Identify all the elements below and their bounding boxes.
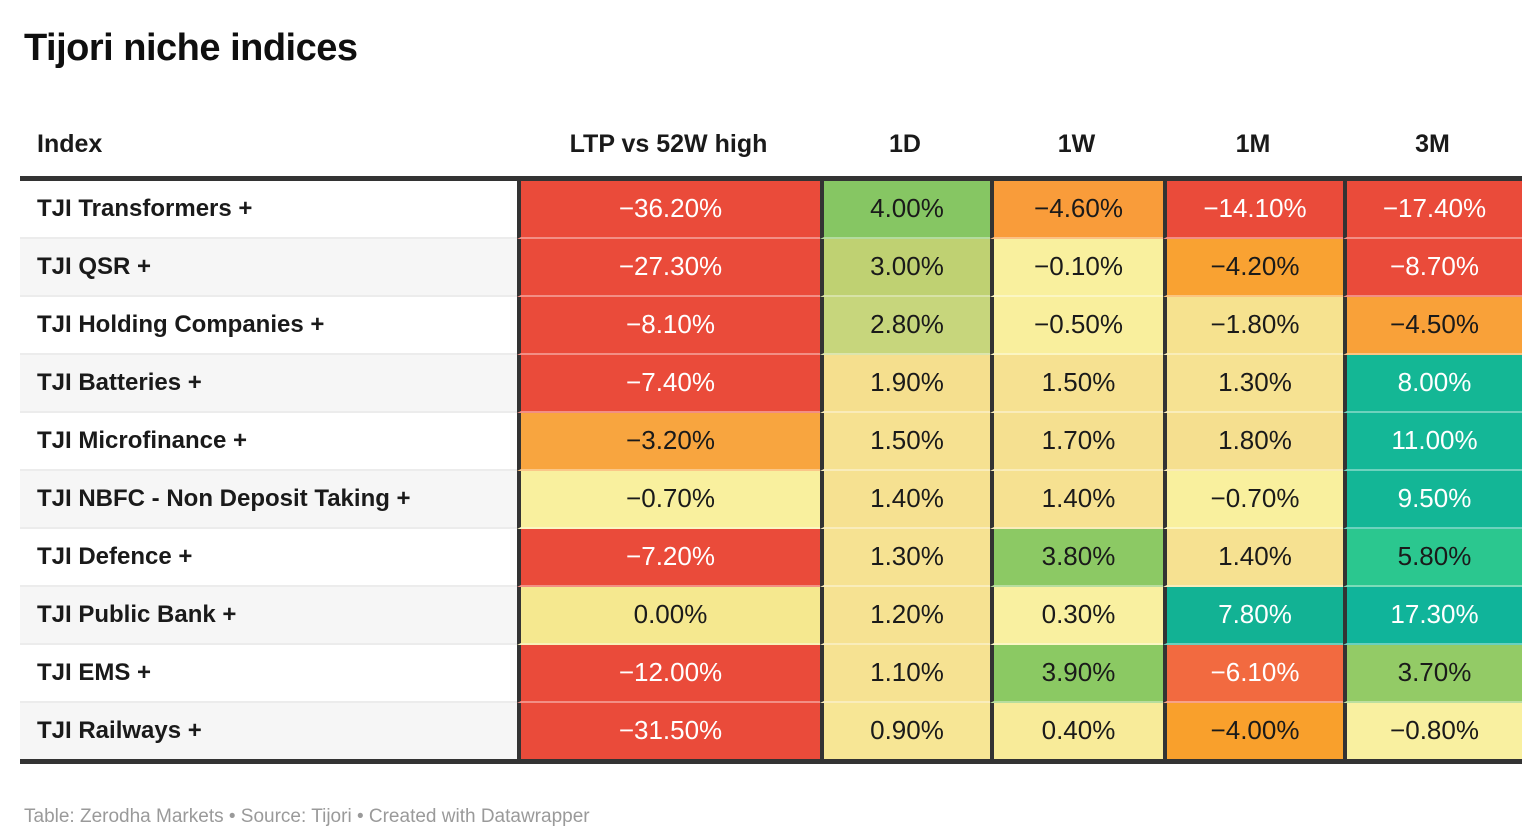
value-cell: −27.30%	[517, 238, 820, 297]
table-row: TJI Public Bank +0.00% 1.20% 0.30% 7.80% 17.…	[20, 586, 1522, 645]
value-cell: 0.40%	[990, 702, 1163, 764]
value-cell: 11.00%	[1343, 412, 1522, 471]
table-row: TJI Defence + −7.20% 1.30% 3.80% 1.40% 5.80%	[20, 528, 1522, 587]
value-cell: −0.50%	[990, 296, 1163, 355]
value-cell: 1.30%	[820, 528, 990, 587]
index-name-cell: TJI Microfinance +	[20, 412, 517, 471]
value-cell: −36.20%	[517, 180, 820, 239]
value-cell: 3.80%	[990, 528, 1163, 587]
table-row: TJI Transformers + −36.20% 4.00% −4.60% −14.…	[20, 180, 1522, 239]
value-cell: −12.00%	[517, 644, 820, 703]
value-cell: 1.90%	[820, 354, 990, 413]
value-cell: −7.20%	[517, 528, 820, 587]
value-cell: 3.00%	[820, 238, 990, 297]
value-cell: 17.30%	[1343, 586, 1522, 645]
value-cell: −8.70%	[1343, 238, 1522, 297]
value-cell: 1.10%	[820, 644, 990, 703]
value-cell: 3.90%	[990, 644, 1163, 703]
value-cell: 1.20%	[820, 586, 990, 645]
value-cell: −8.10%	[517, 296, 820, 355]
value-cell: 1.70%	[990, 412, 1163, 471]
table-row: TJI NBFC - Non Deposit Taking + −0.70% 1.4…	[20, 470, 1522, 529]
value-cell: 1.40%	[1163, 528, 1343, 587]
column-header-index: Index	[20, 114, 517, 181]
value-cell: −0.80%	[1343, 702, 1522, 764]
value-cell: 0.00%	[517, 586, 820, 645]
column-header-1m: 1M	[1163, 114, 1343, 181]
column-header-ltp-vs-52w-high: LTP vs 52W high	[517, 114, 820, 181]
value-cell: −0.10%	[990, 238, 1163, 297]
table-row: TJI EMS + −12.00% 1.10% 3.90% −6.10% 3.70%	[20, 644, 1522, 703]
index-name-cell: TJI EMS +	[20, 644, 517, 703]
table-row: TJI Railways + −31.50% 0.90% 0.40% −4.00% −0.…	[20, 702, 1522, 764]
value-cell: 1.50%	[990, 354, 1163, 413]
value-cell: −3.20%	[517, 412, 820, 471]
value-cell: −31.50%	[517, 702, 820, 764]
index-name-cell: TJI Transformers +	[20, 180, 517, 239]
value-cell: 4.00%	[820, 180, 990, 239]
value-cell: −0.70%	[517, 470, 820, 529]
value-cell: −6.10%	[1163, 644, 1343, 703]
value-cell: −0.70%	[1163, 470, 1343, 529]
value-cell: −7.40%	[517, 354, 820, 413]
index-name-cell: TJI Batteries +	[20, 354, 517, 413]
value-cell: 8.00%	[1343, 354, 1522, 413]
table-row: TJI QSR + −27.30% 3.00% −0.10% −4.20% −8.70%	[20, 238, 1522, 297]
value-cell: 5.80%	[1343, 528, 1522, 587]
table-header-row: Index LTP vs 52W high 1D 1W 1M 3M	[20, 114, 1522, 181]
value-cell: 1.30%	[1163, 354, 1343, 413]
value-cell: 0.30%	[990, 586, 1163, 645]
value-cell: −4.20%	[1163, 238, 1343, 297]
index-name-cell: TJI Railways +	[20, 702, 517, 764]
value-cell: −1.80%	[1163, 296, 1343, 355]
value-cell: 7.80%	[1163, 586, 1343, 645]
value-cell: 0.90%	[820, 702, 990, 764]
table-row: TJI Microfinance + −3.20% 1.50% 1.70% 1.80% 1…	[20, 412, 1522, 471]
value-cell: 2.80%	[820, 296, 990, 355]
table-body: TJI Transformers + −36.20% 4.00% −4.60% −14.…	[20, 180, 1522, 764]
value-cell: 9.50%	[1343, 470, 1522, 529]
value-cell: 3.70%	[1343, 644, 1522, 703]
table-row: TJI Batteries + −7.40% 1.90% 1.50% 1.30% 8.00…	[20, 354, 1522, 413]
value-cell: −4.60%	[990, 180, 1163, 239]
index-name-cell: TJI Holding Companies +	[20, 296, 517, 355]
value-cell: −14.10%	[1163, 180, 1343, 239]
index-name-cell: TJI Defence +	[20, 528, 517, 587]
value-cell: −17.40%	[1343, 180, 1522, 239]
value-cell: 1.80%	[1163, 412, 1343, 471]
chart-title: Tijori niche indices	[24, 27, 358, 69]
value-cell: 1.40%	[990, 470, 1163, 529]
index-name-cell: TJI NBFC - Non Deposit Taking +	[20, 470, 517, 529]
index-name-cell: TJI QSR +	[20, 238, 517, 297]
table-header: Index LTP vs 52W high 1D 1W 1M 3M	[20, 114, 1522, 181]
value-cell: 1.40%	[820, 470, 990, 529]
value-cell: −4.00%	[1163, 702, 1343, 764]
table-row: TJI Holding Companies + −8.10% 2.80% −0.50%…	[20, 296, 1522, 355]
index-name-cell: TJI Public Bank +	[20, 586, 517, 645]
column-header-1d: 1D	[820, 114, 990, 181]
value-cell: −4.50%	[1343, 296, 1522, 355]
value-cell: 1.50%	[820, 412, 990, 471]
attribution-text: Table: Zerodha Markets • Source: Tijori …	[24, 805, 590, 827]
niche-indices-table: Index LTP vs 52W high 1D 1W 1M 3M TJI Transfo…	[20, 114, 1522, 764]
column-header-3m: 3M	[1343, 114, 1522, 181]
column-header-1w: 1W	[990, 114, 1163, 181]
